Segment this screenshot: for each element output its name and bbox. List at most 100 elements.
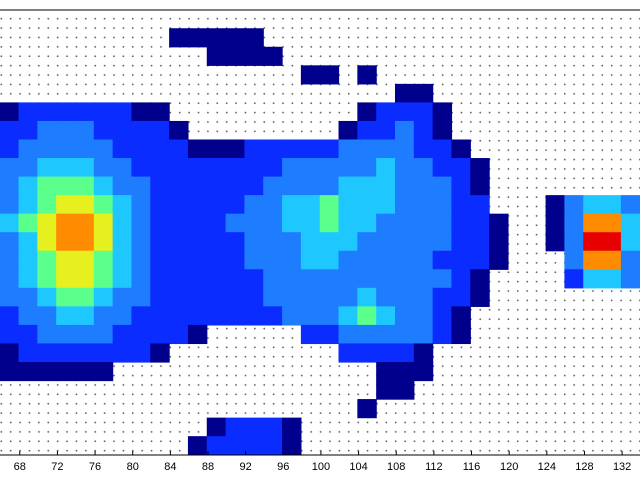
heat-cell bbox=[338, 269, 358, 289]
heat-cell bbox=[0, 120, 20, 141]
heat-cell bbox=[338, 120, 358, 141]
heat-cell bbox=[187, 195, 208, 215]
heat-cell bbox=[451, 324, 471, 345]
heat-cell bbox=[131, 269, 151, 289]
heat-cell bbox=[150, 287, 170, 307]
heat-cell bbox=[0, 158, 20, 178]
heat-cell bbox=[376, 269, 396, 289]
heat-cell bbox=[93, 343, 114, 363]
heat-cell bbox=[432, 158, 453, 178]
heat-cell bbox=[357, 343, 377, 363]
x-tick-label: 72 bbox=[51, 461, 63, 473]
heat-cell bbox=[93, 139, 114, 159]
heat-cell bbox=[470, 213, 490, 233]
heat-cell bbox=[169, 120, 189, 141]
heat-cell bbox=[413, 83, 434, 104]
heat-cell bbox=[282, 195, 302, 215]
heat-cell bbox=[93, 102, 114, 122]
heat-cell bbox=[187, 269, 208, 289]
heat-cell bbox=[319, 269, 340, 289]
x-tick-label: 92 bbox=[240, 461, 252, 473]
heat-cell bbox=[583, 269, 603, 289]
heat-cell bbox=[18, 287, 38, 307]
heat-cell bbox=[93, 176, 114, 196]
heat-cell bbox=[56, 213, 76, 233]
heat-cell bbox=[357, 139, 377, 159]
heat-cell bbox=[56, 361, 76, 382]
heat-cell bbox=[18, 213, 38, 233]
heat-cell bbox=[150, 176, 170, 196]
heat-cell bbox=[376, 361, 396, 382]
heat-cell bbox=[74, 269, 95, 289]
heat-cell bbox=[470, 287, 490, 307]
heat-cell bbox=[300, 250, 321, 270]
heat-cell bbox=[470, 195, 490, 215]
heat-cell bbox=[564, 232, 584, 252]
heat-cell bbox=[602, 213, 622, 233]
heat-cell bbox=[338, 213, 358, 233]
heat-cell bbox=[413, 120, 434, 141]
heat-cell bbox=[470, 176, 490, 196]
heat-cell bbox=[131, 324, 151, 345]
heat-cell bbox=[0, 102, 20, 122]
heat-cell bbox=[225, 195, 246, 215]
x-tick-label: 100 bbox=[312, 461, 330, 473]
heat-cell bbox=[338, 287, 358, 307]
heat-cell bbox=[150, 102, 170, 122]
heat-cell bbox=[18, 343, 38, 363]
heat-cell bbox=[74, 361, 95, 382]
heat-cell bbox=[282, 213, 302, 233]
heat-cell bbox=[187, 306, 208, 326]
heat-cell bbox=[545, 213, 566, 233]
heat-cell bbox=[74, 176, 95, 196]
heat-cell bbox=[93, 306, 114, 326]
heat-cell bbox=[225, 250, 246, 270]
heat-cell bbox=[18, 158, 38, 178]
heat-cell bbox=[376, 195, 396, 215]
heat-cell bbox=[282, 139, 302, 159]
heat-cell bbox=[244, 269, 264, 289]
heat-cell bbox=[319, 287, 340, 307]
heat-cell bbox=[319, 232, 340, 252]
heat-cell bbox=[225, 176, 246, 196]
heat-cell bbox=[18, 250, 38, 270]
x-tick-label: 76 bbox=[89, 461, 101, 473]
heat-cell bbox=[206, 139, 227, 159]
heat-cell bbox=[357, 158, 377, 178]
x-tick-label: 112 bbox=[425, 461, 443, 473]
heat-cell bbox=[319, 65, 340, 85]
heat-cell bbox=[376, 250, 396, 270]
heat-cell bbox=[338, 232, 358, 252]
heat-cell bbox=[37, 287, 57, 307]
heat-cell bbox=[169, 176, 189, 196]
heat-cell bbox=[56, 139, 76, 159]
heat-cell bbox=[300, 306, 321, 326]
heat-cell bbox=[74, 343, 95, 363]
heat-cell bbox=[169, 232, 189, 252]
heat-cell bbox=[18, 176, 38, 196]
x-tick-label: 68 bbox=[14, 461, 26, 473]
heat-cell bbox=[413, 195, 434, 215]
heat-cell bbox=[56, 102, 76, 122]
heat-cell bbox=[394, 139, 415, 159]
heat-cell bbox=[206, 269, 227, 289]
heat-cell bbox=[282, 417, 302, 437]
heat-cell bbox=[225, 139, 246, 159]
heat-cell bbox=[319, 306, 340, 326]
heat-cell bbox=[112, 120, 133, 141]
heat-cell bbox=[93, 213, 114, 233]
heat-cell bbox=[602, 250, 622, 270]
heat-cell bbox=[74, 213, 95, 233]
heat-cell bbox=[187, 287, 208, 307]
heat-cell bbox=[37, 250, 57, 270]
heat-cell bbox=[93, 120, 114, 141]
heat-cell bbox=[620, 232, 640, 252]
x-tick-label: 80 bbox=[127, 461, 139, 473]
heat-cell bbox=[432, 213, 453, 233]
heat-cell bbox=[338, 343, 358, 363]
x-tick-label: 120 bbox=[500, 461, 518, 473]
heat-cell bbox=[169, 158, 189, 178]
heat-cell bbox=[376, 102, 396, 122]
heat-cell bbox=[37, 195, 57, 215]
heat-cell bbox=[93, 195, 114, 215]
